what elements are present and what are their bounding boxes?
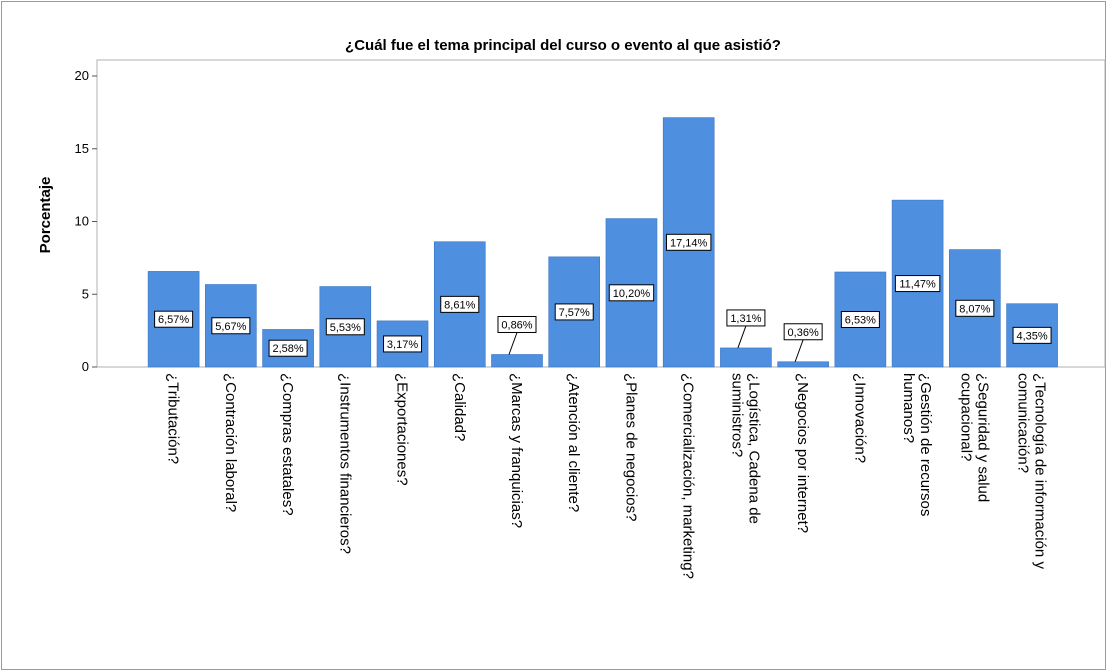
value-label: 4,35% [1016,330,1047,342]
bar [720,347,772,368]
label-leader [794,339,804,362]
label-leader [737,325,747,349]
value-label: 1,31% [730,313,761,325]
y-tick-label: 20 [75,68,89,83]
value-label-box [383,335,423,353]
x-tick-label: ¿Compras estatales? [279,373,296,516]
value-label: 0,36% [788,327,819,339]
x-tick-label: ¿Negocios por internet? [794,373,811,533]
x-tick-label: ¿Innovación? [851,373,868,463]
value-label-box [325,318,365,336]
x-tick-label: ¿Gestión de recursoshumanos? [900,373,934,516]
x-tick-label: ¿Atención al cliente? [565,373,582,512]
value-label-box [268,339,308,357]
value-label: 5,53% [330,322,361,334]
x-tick-label: ¿Comercialización, marketing? [680,373,697,579]
value-label-box [211,317,251,335]
value-label-box [608,284,655,302]
x-tick-label: ¿Seguridad y saludocupacional? [957,373,991,502]
value-label-box [665,233,712,251]
value-label: 6,57% [158,314,189,326]
label-leader [508,332,518,355]
value-label: 8,07% [959,303,990,315]
value-label-box [440,295,480,313]
value-label-box [554,303,594,321]
value-label: 17,14% [670,237,708,249]
chart-title: ¿Cuál fue el tema principal del curso o … [345,37,781,54]
value-label: 7,57% [559,307,590,319]
value-label: 8,61% [444,299,475,311]
value-label: 6,53% [845,314,876,326]
value-label-box [955,299,995,317]
y-tick-label: 0 [82,359,89,374]
value-label-box [1012,326,1052,344]
value-label-box [497,315,537,333]
x-tick-label: ¿Logística, Cadena desuministros? [728,373,762,524]
value-label: 5,67% [215,321,246,333]
x-tick-label: ¿Exportaciones? [394,373,411,486]
x-tick-label: ¿Tecnología de información ycomunicación… [1015,373,1049,569]
value-label-box [783,323,823,341]
x-tick-label: ¿Contración laboral? [222,373,239,512]
value-label-box [840,310,880,328]
value-label-box [726,309,766,327]
y-tick-label: 15 [75,141,89,156]
x-tick-label: ¿Planes de negocios? [622,373,639,521]
x-tick-label: ¿Marcas y franquicias? [508,373,525,528]
x-tick-label: ¿Instrumentos financieros? [336,373,353,554]
y-tick-label: 5 [82,286,89,301]
plot-area [96,59,1106,368]
value-label: 0,86% [501,319,532,331]
x-tick-label: ¿Calidad? [451,373,468,441]
value-label: 2,58% [272,343,303,355]
bar [491,354,543,368]
value-label-box [894,275,941,293]
value-label: 10,20% [613,288,651,300]
y-tick-label: 10 [75,214,89,229]
value-label-box [154,310,194,328]
value-label: 11,47% [899,279,936,291]
value-label: 3,17% [387,339,418,351]
x-tick-label: ¿Tributación? [165,373,182,464]
bar [777,361,829,368]
y-axis-label: Porcentaje [37,177,54,254]
